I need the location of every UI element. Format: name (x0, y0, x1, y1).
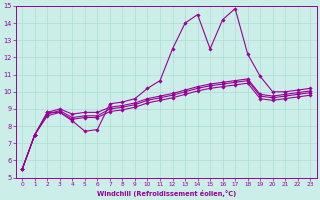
X-axis label: Windchill (Refroidissement éolien,°C): Windchill (Refroidissement éolien,°C) (97, 190, 236, 197)
